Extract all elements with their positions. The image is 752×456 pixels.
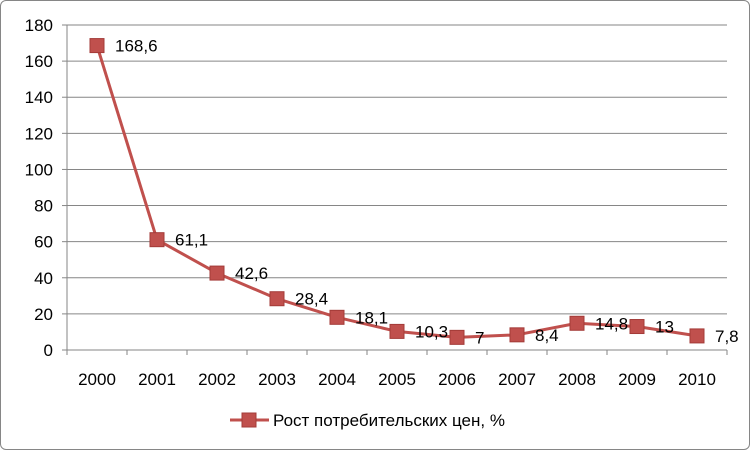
legend: Рост потребительских цен, %	[230, 411, 505, 430]
y-tick-label: 60	[34, 233, 53, 252]
data-point-marker	[509, 327, 525, 343]
axes	[62, 24, 728, 355]
y-tick-label: 100	[25, 160, 53, 179]
legend-label: Рост потребительских цен, %	[273, 411, 505, 430]
data-point-marker	[569, 315, 585, 331]
x-tick-label: 2007	[498, 370, 536, 389]
data-point-marker	[629, 319, 645, 335]
y-tick-label: 160	[25, 52, 53, 71]
data-label: 28,4	[295, 290, 328, 309]
x-tick-label: 2005	[378, 370, 416, 389]
data-point-marker	[209, 265, 225, 281]
legend-marker-swatch	[241, 412, 257, 428]
data-label: 10,3	[415, 322, 448, 341]
x-tick-label: 2009	[618, 370, 656, 389]
y-tick-label: 80	[34, 197, 53, 216]
x-tick-label: 2004	[318, 370, 356, 389]
data-label: 61,1	[175, 231, 208, 250]
data-labels: 168,6 61,1 42,6 28,4 18,1 10,3 7 8,4 14,8 13 7,8	[115, 37, 739, 348]
x-axis-ticks: 2000 2001 2002 2003 2004 2005 2006 2007 2008 2009…	[78, 370, 716, 389]
x-tick-label: 2003	[258, 370, 296, 389]
data-point-marker	[449, 329, 465, 345]
data-label: 14,8	[595, 314, 628, 333]
y-tick-label: 120	[25, 124, 53, 143]
gridlines	[67, 24, 727, 315]
y-tick-label: 40	[34, 269, 53, 288]
data-label: 168,6	[115, 37, 158, 56]
data-point-marker	[149, 232, 165, 248]
x-tick-label: 2002	[198, 370, 236, 389]
y-tick-label: 20	[34, 305, 53, 324]
data-label: 18,1	[355, 308, 388, 327]
data-label: 7	[475, 328, 484, 347]
y-tick-label: 140	[25, 88, 53, 107]
y-axis-ticks: 0 20 40 60 80 100 120 140 160 180	[25, 16, 53, 360]
data-point-marker	[89, 38, 105, 54]
data-label: 13	[655, 318, 674, 337]
data-point-marker	[269, 291, 285, 307]
series-group	[89, 38, 705, 345]
x-tick-label: 2001	[138, 370, 176, 389]
data-label: 8,4	[535, 326, 559, 345]
data-point-marker	[329, 309, 345, 325]
y-tick-label: 180	[25, 16, 53, 35]
y-tick-label: 0	[44, 341, 53, 360]
data-label: 42,6	[235, 264, 268, 283]
series-line	[95, 45, 698, 339]
data-point-marker	[689, 328, 705, 344]
x-tick-label: 2000	[78, 370, 116, 389]
x-tick-label: 2010	[678, 370, 716, 389]
x-tick-label: 2008	[558, 370, 596, 389]
data-point-marker	[389, 323, 405, 339]
data-label: 7,8	[715, 327, 739, 346]
x-tick-label: 2006	[438, 370, 476, 389]
